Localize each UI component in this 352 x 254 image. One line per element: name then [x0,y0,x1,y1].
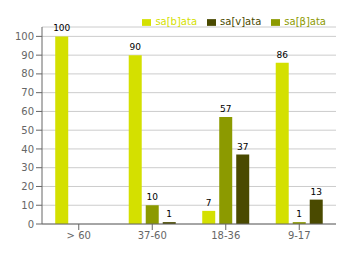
svg-text:100: 100 [53,23,70,33]
svg-text:37-60: 37-60 [138,230,167,241]
svg-text:7: 7 [206,198,212,208]
html-text:sa[b]ata: sa[b]ata [155,16,197,27]
svg-text:30: 30 [21,162,34,173]
svg-text:80: 80 [21,68,34,79]
svg-text:37: 37 [237,142,248,152]
svg-text:13: 13 [311,187,322,197]
svg-text:100: 100 [15,31,34,42]
svg-text:0: 0 [28,219,34,230]
svg-text:40: 40 [21,144,34,155]
svg-text:20: 20 [21,181,34,192]
svg-text:60: 60 [21,106,34,117]
html-text:sa[v]ata: sa[v]ata [220,16,262,27]
svg-text:> 60: > 60 [67,230,91,241]
svg-text:50: 50 [21,125,34,136]
svg-text:70: 70 [21,87,34,98]
svg-text:10: 10 [147,192,159,202]
svg-text:9-17: 9-17 [288,230,311,241]
svg-text:86: 86 [277,50,289,60]
svg-text:1: 1 [166,209,172,219]
svg-text:18-36: 18-36 [211,230,240,241]
svg-text:90: 90 [130,42,142,52]
svg-text:10: 10 [21,200,34,211]
svg-text:90: 90 [21,50,34,61]
svg-text:1: 1 [296,209,302,219]
html-text:sa[β]ata: sa[β]ata [284,16,326,27]
svg-text:57: 57 [220,104,231,114]
